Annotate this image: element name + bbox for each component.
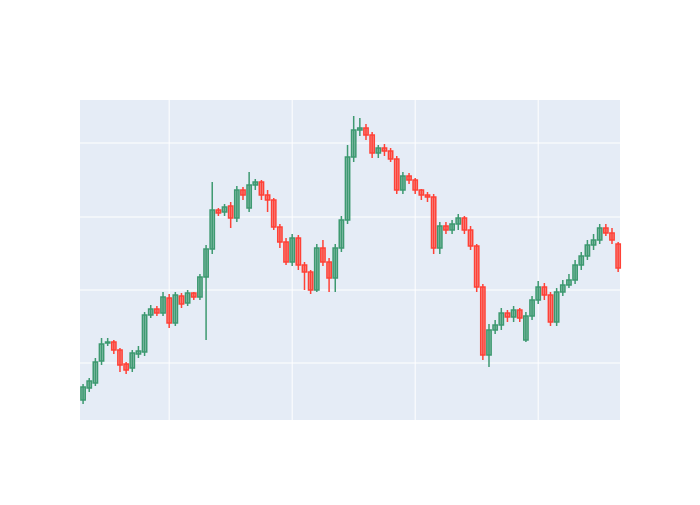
candle-body: [596, 227, 603, 241]
candle-body: [399, 175, 406, 191]
candle-body: [313, 247, 320, 291]
candle-body: [578, 255, 585, 266]
candle-body: [270, 199, 277, 228]
candle-body: [363, 127, 369, 136]
candle-body: [135, 350, 142, 355]
candle-body: [436, 225, 443, 249]
candle-body: [215, 209, 222, 214]
candle-body: [92, 361, 99, 384]
candle-body: [209, 209, 216, 250]
candle-body: [479, 286, 486, 356]
candle-body: [559, 284, 566, 293]
candle-body: [203, 248, 209, 278]
candle-body: [449, 223, 455, 231]
candle-body: [104, 341, 111, 344]
candle-body: [535, 286, 542, 301]
candle-body: [381, 147, 388, 152]
candle-body: [529, 299, 535, 317]
candle-body: [153, 308, 160, 314]
candle-body: [356, 127, 363, 131]
candle-body: [344, 156, 351, 221]
candle-body: [332, 247, 339, 279]
candle-body: [486, 329, 492, 356]
candle-body: [258, 181, 265, 196]
candle-body: [246, 184, 253, 209]
candle-body: [160, 296, 166, 314]
candle-body: [412, 179, 419, 191]
candle-body: [590, 239, 597, 246]
candle-body: [307, 271, 314, 291]
candle-body: [117, 349, 123, 366]
candle-body: [572, 264, 579, 281]
candle-body: [553, 291, 560, 323]
candle-body: [276, 226, 283, 243]
candle-body: [369, 134, 376, 154]
candle-body: [516, 309, 523, 319]
candle-body: [178, 295, 185, 305]
candle-body: [541, 286, 548, 296]
candle-body: [221, 206, 228, 213]
candle-body: [387, 150, 394, 160]
candle-body: [461, 217, 468, 231]
candle-body: [602, 227, 609, 234]
candle-body: [80, 386, 86, 401]
candle-body: [510, 309, 517, 318]
candle-body: [252, 181, 259, 186]
candle-body: [283, 241, 289, 263]
candle-body: [190, 292, 197, 298]
candle-body: [197, 276, 203, 298]
candle-body: [424, 194, 431, 198]
candle-body: [98, 343, 105, 362]
candle-body: [129, 352, 136, 369]
candle-body: [326, 261, 332, 279]
candle-body: [240, 189, 246, 196]
candle-body: [184, 292, 191, 304]
candle-body: [338, 219, 345, 249]
candle-body: [233, 189, 240, 219]
candle-body: [418, 189, 425, 196]
candle-body: [350, 129, 357, 158]
candle-body: [264, 194, 271, 201]
candle-body: [492, 324, 499, 331]
candle-body: [166, 297, 173, 324]
candle-body: [110, 341, 117, 351]
candle-body: [430, 196, 437, 249]
candle-body: [375, 147, 382, 154]
candle-body: [609, 232, 615, 241]
candle-body: [123, 363, 130, 371]
candle-body: [443, 225, 449, 231]
candle-body: [473, 245, 480, 288]
candle-body: [615, 243, 622, 269]
candle-body: [147, 308, 154, 316]
candle-body: [522, 315, 529, 341]
candle-body: [295, 237, 302, 266]
candle-body: [301, 264, 308, 273]
candle-body: [566, 279, 572, 286]
candle-body: [289, 237, 296, 263]
candle-body: [227, 205, 234, 219]
candle-body: [393, 158, 400, 191]
plot-area: [80, 100, 620, 420]
candle-body: [141, 314, 148, 353]
candle-body: [406, 175, 412, 181]
candle-body: [467, 229, 474, 247]
candle-body: [455, 217, 462, 225]
candle-body: [86, 380, 93, 389]
candle-body: [547, 294, 554, 323]
candle-body: [504, 312, 511, 318]
candle-body: [584, 244, 591, 257]
candle-body: [498, 312, 505, 326]
candle-body: [320, 247, 326, 263]
candle-body: [172, 294, 179, 324]
